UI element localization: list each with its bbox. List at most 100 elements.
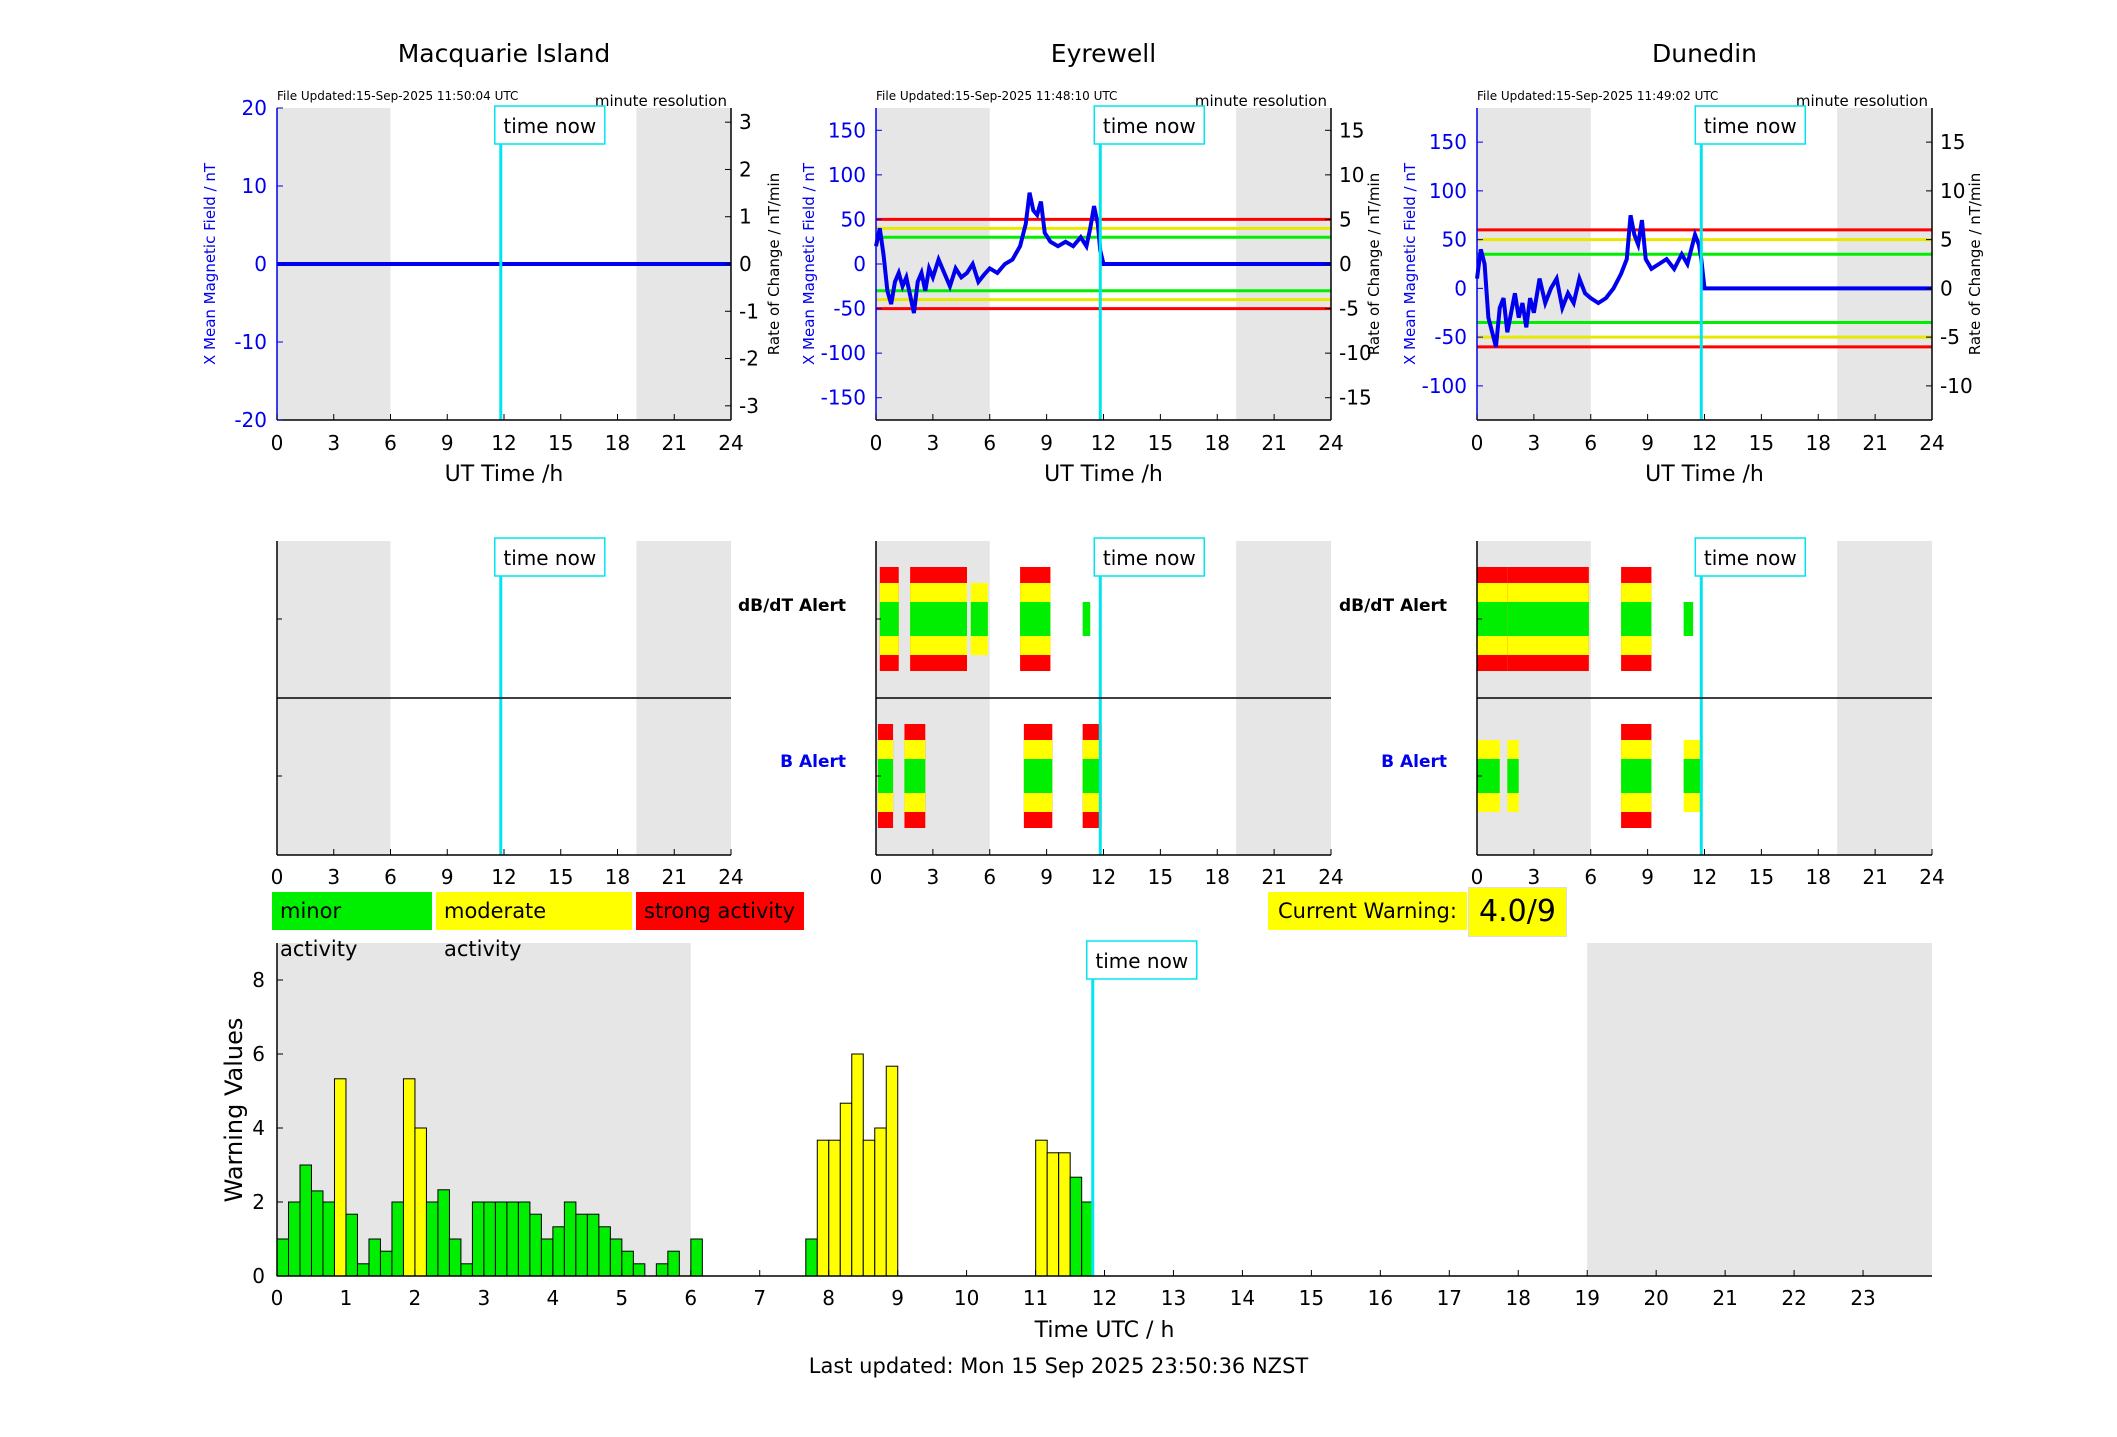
hist-x-tick-label: 14 <box>1230 1286 1255 1310</box>
x-tick-label: 21 <box>1862 865 1887 889</box>
warning-bar <box>379 1250 393 1277</box>
warning-bar <box>483 1201 496 1277</box>
dbdt-alert-label: dB/dT Alert <box>1339 596 1447 616</box>
warning-bar <box>655 1263 669 1277</box>
hist-x-tick-label: 3 <box>478 1286 491 1310</box>
alert-minor-block <box>1507 602 1589 636</box>
x-tick-label: 15 <box>548 431 573 455</box>
x-tick-label: 6 <box>983 865 996 889</box>
alert-minor-block <box>1621 602 1652 636</box>
warning-bar <box>874 1127 887 1277</box>
alert-minor-block <box>1621 759 1652 793</box>
hist-y-axis-label: Warning Values <box>220 1018 248 1203</box>
alert-minor-block <box>1683 602 1694 636</box>
x-tick-label: 18 <box>1806 431 1831 455</box>
time-now-label: time now <box>503 546 596 570</box>
hist-x-tick-label: 7 <box>753 1286 766 1310</box>
b-alert-label: B Alert <box>1381 752 1447 772</box>
warning-bar <box>425 1201 439 1277</box>
warning-bar <box>391 1201 404 1277</box>
left-tick-label: 50 <box>1442 228 1467 252</box>
x-tick-label: 0 <box>271 431 284 455</box>
x-tick-label: 3 <box>927 431 940 455</box>
station-title: Eyrewell <box>1051 39 1156 68</box>
y-axis-label-left: X Mean Magnetic Field / nT <box>1401 162 1419 365</box>
legend-moderate: moderate activity <box>436 892 632 961</box>
warning-bar <box>816 1139 830 1277</box>
time-now-box <box>1093 105 1206 145</box>
resolution-text: minute resolution <box>1796 92 1928 110</box>
warning-bar <box>885 1065 899 1277</box>
right-tick-label: 3 <box>739 110 752 134</box>
x-tick-label: 21 <box>1261 865 1286 889</box>
x-tick-label: 12 <box>1091 865 1116 889</box>
left-tick-label: 100 <box>1429 179 1467 203</box>
resolution-text: minute resolution <box>1195 92 1327 110</box>
night-shade <box>1587 943 1932 1276</box>
hist-x-tick-label: 10 <box>954 1286 979 1310</box>
x-tick-label: 24 <box>1318 865 1343 889</box>
legend-minor: minor activity <box>272 892 432 961</box>
warning-bar <box>437 1189 450 1277</box>
left-tick-label: 150 <box>1429 130 1467 154</box>
x-tick-label: 3 <box>327 431 340 455</box>
x-tick-label: 9 <box>1040 865 1053 889</box>
x-tick-label: 3 <box>1528 431 1541 455</box>
legend-strong-label: strong activity <box>644 899 795 923</box>
x-tick-label: 24 <box>1919 431 1944 455</box>
left-tick-label: 20 <box>242 96 267 120</box>
x-tick-label: 12 <box>1091 431 1116 455</box>
station-title: Macquarie Island <box>398 39 611 68</box>
warning-bar <box>460 1263 473 1277</box>
hist-x-tick-label: 18 <box>1506 1286 1531 1310</box>
right-tick-label: 1 <box>739 205 752 229</box>
warning-bar <box>322 1201 335 1277</box>
x-tick-label: 3 <box>927 865 940 889</box>
alert-minor-block <box>1023 759 1053 793</box>
right-tick-label: 15 <box>1339 118 1364 142</box>
x-tick-label: 15 <box>1749 865 1774 889</box>
hist-x-tick-label: 12 <box>1092 1286 1117 1310</box>
alert-minor-block <box>877 759 894 793</box>
warning-bar <box>276 1238 289 1277</box>
warning-bar <box>621 1250 634 1277</box>
time-now-label: time now <box>1704 546 1797 570</box>
left-tick-label: -100 <box>821 341 866 365</box>
x-tick-label: 21 <box>662 865 687 889</box>
hist-x-tick-label: 8 <box>822 1286 835 1310</box>
warning-bar <box>851 1053 864 1277</box>
warning-bar <box>494 1201 508 1277</box>
station-title: Dunedin <box>1652 39 1757 68</box>
hist-x-tick-label: 11 <box>1023 1286 1048 1310</box>
left-tick-label: -20 <box>234 408 267 432</box>
right-tick-label: 10 <box>1339 163 1364 187</box>
warning-bar <box>517 1201 531 1277</box>
y-axis-label-right: Rate of Change / nT/min <box>1966 173 1984 355</box>
warning-bar <box>839 1102 853 1277</box>
right-tick-label: -3 <box>739 394 759 418</box>
warning-bar <box>1058 1152 1071 1277</box>
b-alert-label: B Alert <box>780 752 846 772</box>
left-tick-label: 0 <box>853 252 866 276</box>
current-warning-value: 4.0/9 <box>1468 887 1567 937</box>
warning-bar <box>402 1078 416 1277</box>
alert-minor-block <box>1020 602 1051 636</box>
x-tick-label: 24 <box>1919 865 1944 889</box>
warning-bar <box>448 1238 462 1277</box>
field-line <box>874 192 1331 314</box>
hist-x-tick-label: 6 <box>684 1286 697 1310</box>
alert-minor-block <box>970 602 988 636</box>
hist-x-tick-label: 2 <box>409 1286 422 1310</box>
x-tick-label: 18 <box>605 865 630 889</box>
alert-minor-block <box>879 602 899 636</box>
x-tick-label: 24 <box>718 431 743 455</box>
x-tick-label: 9 <box>441 431 454 455</box>
warning-bar <box>414 1127 427 1277</box>
time-now-box <box>494 105 606 145</box>
right-tick-label: -1 <box>739 299 759 323</box>
x-tick-label: 15 <box>1749 431 1774 455</box>
left-tick-label: -10 <box>234 330 267 354</box>
right-tick-label: -5 <box>1940 325 1960 349</box>
x-tick-label: 6 <box>384 865 397 889</box>
warning-bar <box>586 1213 600 1277</box>
